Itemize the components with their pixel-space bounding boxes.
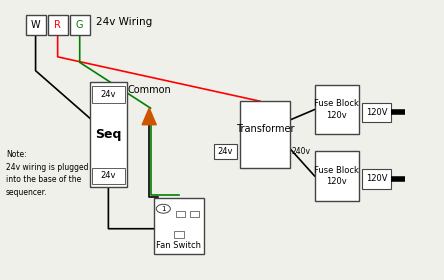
Text: W: W <box>31 20 40 30</box>
Polygon shape <box>142 108 156 125</box>
Bar <box>190 211 199 217</box>
Text: 120V: 120V <box>366 174 388 183</box>
Text: R: R <box>54 20 61 30</box>
Text: Common: Common <box>127 85 171 95</box>
Text: Note:
24v wiring is plugged
into the base of the
sequencer.: Note: 24v wiring is plugged into the bas… <box>6 150 88 197</box>
Text: Transformer: Transformer <box>236 124 294 134</box>
Bar <box>214 144 237 159</box>
Text: 120v: 120v <box>326 177 347 186</box>
Bar <box>26 15 46 35</box>
Bar <box>90 82 127 187</box>
Text: G: G <box>76 20 83 30</box>
Bar <box>176 211 186 217</box>
Bar <box>92 87 125 102</box>
Bar <box>92 168 125 184</box>
Bar <box>240 101 290 168</box>
Bar <box>315 151 359 201</box>
Bar <box>315 85 359 134</box>
Bar <box>362 169 391 188</box>
Bar <box>362 102 391 122</box>
Text: 24v: 24v <box>218 148 233 157</box>
Text: 24v Wiring: 24v Wiring <box>96 17 152 27</box>
Text: 24v: 24v <box>101 171 116 180</box>
Circle shape <box>156 204 170 213</box>
Text: 120V: 120V <box>366 108 388 117</box>
Text: 240v: 240v <box>291 147 310 156</box>
Bar <box>154 198 204 254</box>
Text: 24v: 24v <box>101 90 116 99</box>
Text: 120v: 120v <box>326 111 347 120</box>
Text: Fuse Block: Fuse Block <box>314 166 359 175</box>
Text: 1: 1 <box>161 206 166 212</box>
Bar <box>174 232 184 238</box>
Text: Fan Switch: Fan Switch <box>156 241 202 250</box>
Text: Seq: Seq <box>95 128 122 141</box>
Bar <box>70 15 90 35</box>
Text: Fuse Block: Fuse Block <box>314 99 359 108</box>
Bar <box>48 15 67 35</box>
